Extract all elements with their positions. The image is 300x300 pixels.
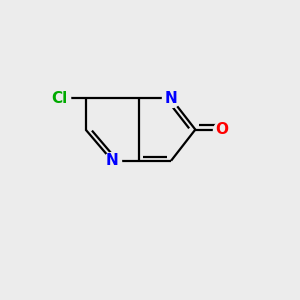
Text: N: N <box>106 153 118 168</box>
Text: O: O <box>215 122 228 137</box>
Text: Cl: Cl <box>51 91 67 106</box>
Text: N: N <box>165 91 178 106</box>
